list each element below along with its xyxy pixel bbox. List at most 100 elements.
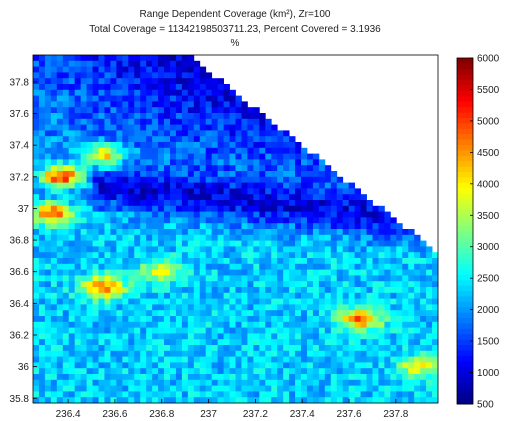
heatmap-cell — [199, 223, 207, 230]
heatmap-cell — [211, 252, 219, 259]
heatmap-cell — [56, 321, 64, 328]
heatmap-cell — [128, 165, 135, 172]
heatmap-cell — [265, 118, 272, 125]
heatmap-cell — [62, 60, 70, 67]
heatmap-cell — [38, 362, 46, 369]
heatmap-cell — [211, 391, 219, 398]
heatmap-cell — [318, 292, 326, 299]
heatmap-cell — [56, 374, 64, 381]
heatmap-cell — [50, 118, 58, 125]
heatmap-cell — [354, 327, 361, 334]
heatmap-cell — [33, 234, 40, 241]
heatmap-cell — [360, 234, 367, 241]
heatmap-cell — [152, 379, 159, 386]
heatmap-cell — [187, 298, 195, 305]
heatmap-cell — [74, 321, 82, 328]
heatmap-cell — [193, 356, 201, 363]
heatmap-cell — [134, 78, 141, 85]
heatmap-cell — [217, 101, 224, 108]
heatmap-cell — [372, 397, 379, 404]
heatmap-cell — [158, 188, 165, 195]
heatmap-cell — [426, 391, 433, 398]
heatmap-cell — [372, 310, 379, 317]
heatmap-cell — [348, 211, 356, 218]
heatmap-cell — [110, 136, 117, 143]
heatmap-cell — [223, 252, 230, 259]
heatmap-cell — [86, 339, 93, 346]
heatmap-cell — [366, 368, 373, 375]
heatmap-cell — [44, 397, 52, 404]
heatmap-cell — [92, 147, 99, 154]
heatmap-cell — [86, 147, 93, 154]
heatmap-cell — [169, 234, 177, 241]
heatmap-cell — [330, 345, 338, 352]
heatmap-cell — [33, 339, 40, 346]
x-tick-label: 237.6 — [337, 409, 362, 420]
heatmap-cell — [140, 217, 147, 224]
heatmap-cell — [211, 345, 219, 352]
heatmap-cell — [122, 368, 129, 375]
heatmap-cell — [223, 287, 230, 294]
heatmap-cell — [289, 292, 296, 299]
heatmap-cell — [122, 95, 129, 102]
heatmap-cell — [217, 327, 224, 334]
heatmap-cell — [152, 263, 159, 270]
heatmap-cell — [414, 374, 421, 381]
heatmap-cell — [134, 176, 141, 183]
heatmap-cell — [33, 200, 40, 207]
heatmap-cell — [134, 147, 141, 154]
heatmap-cell — [205, 124, 213, 131]
heatmap-cell — [396, 252, 403, 259]
heatmap-cell — [372, 252, 379, 259]
heatmap-cell — [56, 182, 64, 189]
heatmap-cell — [104, 391, 111, 398]
heatmap-cell — [158, 240, 165, 247]
heatmap-cell — [74, 339, 82, 346]
heatmap-cell — [348, 194, 356, 201]
heatmap-cell — [122, 107, 129, 114]
heatmap-cell — [187, 60, 195, 67]
heatmap-cell — [152, 339, 159, 346]
heatmap-cell — [295, 234, 302, 241]
heatmap-cell — [312, 171, 320, 178]
heatmap-cell — [158, 327, 165, 334]
heatmap-cell — [158, 147, 165, 154]
heatmap-cell — [74, 240, 82, 247]
heatmap-cell — [396, 385, 403, 392]
heatmap-cell — [80, 107, 88, 114]
heatmap-cell — [116, 310, 123, 317]
heatmap-cell — [98, 356, 105, 363]
heatmap-cell — [259, 130, 266, 137]
heatmap-cell — [193, 269, 201, 276]
heatmap-cell — [98, 350, 105, 357]
heatmap-cell — [420, 391, 427, 398]
heatmap-cell — [384, 258, 391, 265]
heatmap-cell — [164, 78, 171, 85]
heatmap-cell — [301, 200, 308, 207]
heatmap-cell — [211, 211, 219, 218]
heatmap-cell — [432, 391, 439, 398]
heatmap-cell — [241, 316, 248, 323]
heatmap-cell — [68, 66, 76, 73]
heatmap-cell — [241, 252, 248, 259]
heatmap-cell — [92, 321, 99, 328]
heatmap-cell — [116, 379, 123, 386]
heatmap-cell — [68, 159, 76, 166]
heatmap-cell — [253, 397, 260, 404]
heatmap-cell — [271, 391, 278, 398]
heatmap-cell — [318, 379, 326, 386]
heatmap-cell — [116, 95, 123, 102]
heatmap-cell — [205, 281, 213, 288]
heatmap-cell — [74, 281, 82, 288]
heatmap-cell — [199, 379, 207, 386]
heatmap-cell — [342, 211, 350, 218]
heatmap-cell — [414, 281, 421, 288]
heatmap-cell — [312, 292, 320, 299]
heatmap-cell — [199, 339, 207, 346]
heatmap-cell — [378, 304, 385, 311]
heatmap-cell — [366, 223, 373, 230]
heatmap-cell — [289, 321, 296, 328]
heatmap-cell — [342, 240, 350, 247]
heatmap-cell — [50, 345, 58, 352]
heatmap-cell — [295, 321, 302, 328]
